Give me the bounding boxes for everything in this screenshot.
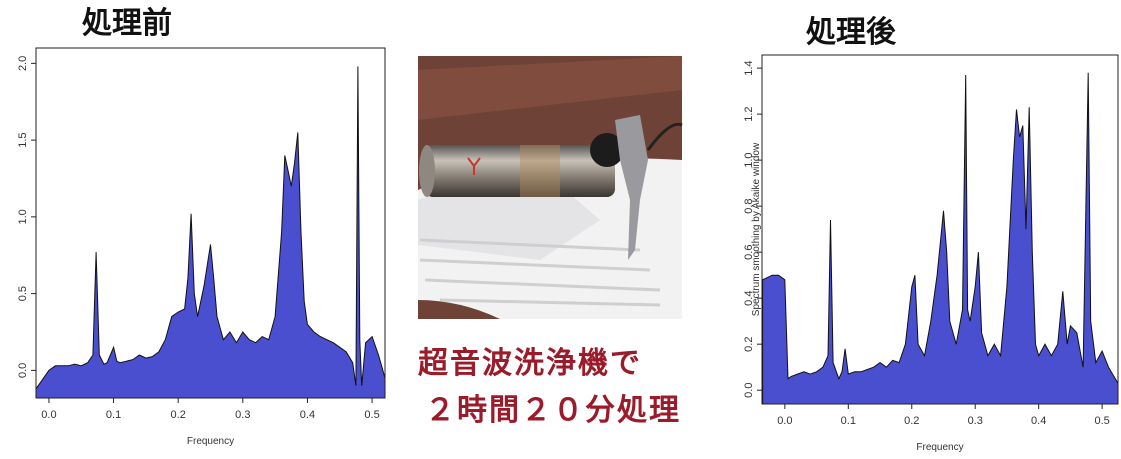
x-tick-label: 0.5: [1094, 415, 1109, 427]
x-tick-label: 0.3: [235, 409, 250, 421]
y-tick-label: 1.0: [17, 209, 29, 224]
x-tick-label: 0.2: [904, 415, 919, 427]
y-tick-label: 0.0: [743, 383, 755, 398]
y-tick-label: 1.4: [743, 60, 755, 75]
x-tick-label: 0.0: [777, 415, 792, 427]
y-tick-label: 0.2: [743, 337, 755, 352]
x-tick-label: 0.1: [841, 415, 856, 427]
y-tick-label: 1.5: [17, 132, 29, 147]
spectrum-area: [763, 73, 1118, 404]
x-tick-label: 0.2: [171, 409, 186, 421]
y-tick-label: 1.2: [743, 106, 755, 121]
x-tick-label: 0.0: [41, 409, 56, 421]
y-tick-label: 0.5: [17, 286, 29, 301]
x-tick-label: 0.5: [364, 409, 379, 421]
photo: [418, 56, 682, 319]
caption: 超音波洗浄機で: [418, 346, 642, 381]
chart-title: 処理後: [806, 15, 897, 50]
x-axis-label: Frequency: [916, 442, 963, 453]
y-axis-label: Spectrum smoothing by Akaike window: [751, 142, 762, 316]
x-tick-label: 0.1: [106, 409, 121, 421]
caption: ２時間２０分処理: [425, 393, 681, 428]
x-tick-label: 0.3: [968, 415, 983, 427]
chart-title: 処理前: [82, 6, 172, 41]
x-tick-label: 0.4: [300, 409, 315, 421]
spectrum-area: [36, 66, 385, 398]
y-tick-label: 2.0: [17, 56, 29, 71]
y-tick-label: 0.0: [17, 363, 29, 378]
x-axis-label: Frequency: [187, 436, 234, 447]
x-tick-label: 0.4: [1031, 415, 1046, 427]
page: 処理前 処理後 超音波洗浄機で ２時間２０分処理 0.0 0.1 0.2 0.3 0.4…: [0, 0, 1121, 459]
